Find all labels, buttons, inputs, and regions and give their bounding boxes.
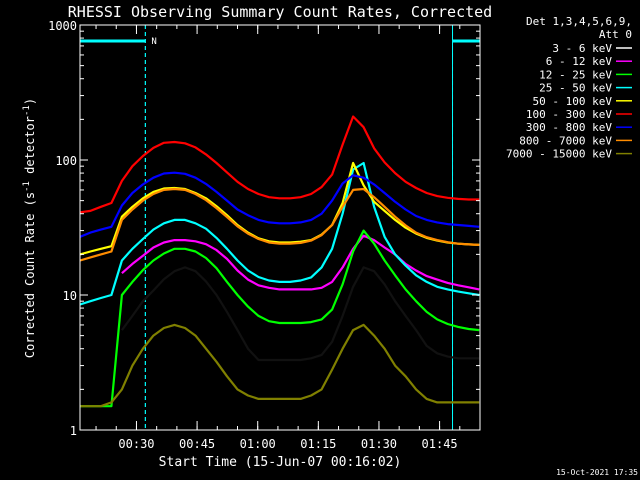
legend-label-2: 6 - 12 keV [546, 55, 613, 68]
x-tick-label: 00:45 [179, 437, 215, 451]
y-tick-label: 1000 [48, 19, 77, 33]
series-line-9 [80, 323, 480, 408]
plot-frame [79, 24, 481, 431]
x-tick-label: 01:45 [422, 437, 458, 451]
x-tick-label: 00:30 [118, 437, 154, 451]
x-axis-label: Start Time (15-Jun-07 00:16:02) [159, 455, 402, 470]
y-axis-label-mid: detector [23, 116, 37, 181]
night-label: N [151, 37, 156, 47]
legend-label-8: 800 - 7000 keV [519, 134, 612, 147]
y-tick-label: 10 [63, 289, 77, 303]
series-line-1 [121, 266, 480, 362]
x-tick-label: 01:15 [300, 437, 336, 451]
series-line-7 [79, 171, 480, 238]
legend-label-1: 3 - 6 keV [552, 42, 612, 55]
y-axis-label-main: Corrected Count Rate (s [23, 192, 37, 358]
y-axis-label: Corrected Count Rate (s-1 detector-1) [22, 98, 37, 358]
legend-label-5: 50 - 100 keV [533, 95, 613, 108]
x-tick-label: 01:30 [361, 437, 397, 451]
legend-label-9: 7000 - 15000 keV [506, 148, 612, 161]
footer-timestamp: 15-Oct-2021 17:35 [556, 468, 638, 477]
y-axis-label-sup1: -1 [22, 181, 32, 192]
orbit-annotations: N [80, 25, 480, 430]
series-line-5 [79, 161, 480, 256]
chart-title: RHESSI Observing Summary Count Rates, Co… [68, 3, 492, 21]
legend-label-3: 12 - 25 keV [539, 68, 612, 81]
axes: 1000 100 10 1 00:30 00:45 01:00 01:15 01:30 01:45 [48, 19, 481, 451]
y-axis-label-end: ) [23, 98, 37, 105]
y-tick-label: 100 [55, 154, 77, 168]
series-line-2 [121, 234, 480, 291]
x-tick-label: 01:00 [240, 437, 276, 451]
y-axis-label-sup2: -1 [22, 105, 32, 116]
legend-label-6: 100 - 300 keV [526, 108, 612, 121]
y-tick-label: 1 [70, 424, 77, 438]
legend-label-4: 25 - 50 keV [539, 82, 612, 95]
series-line-8 [79, 187, 480, 262]
legend-label-7: 300 - 800 keV [526, 121, 612, 134]
series-line-6 [79, 115, 480, 214]
series-line-4 [79, 161, 480, 306]
legend-header-line-1: Det 1,3,4,5,6,9, [526, 15, 632, 28]
legend-header-line-2: Att 0 [599, 28, 632, 41]
series-line-3 [80, 229, 480, 408]
series-layer [79, 115, 480, 408]
